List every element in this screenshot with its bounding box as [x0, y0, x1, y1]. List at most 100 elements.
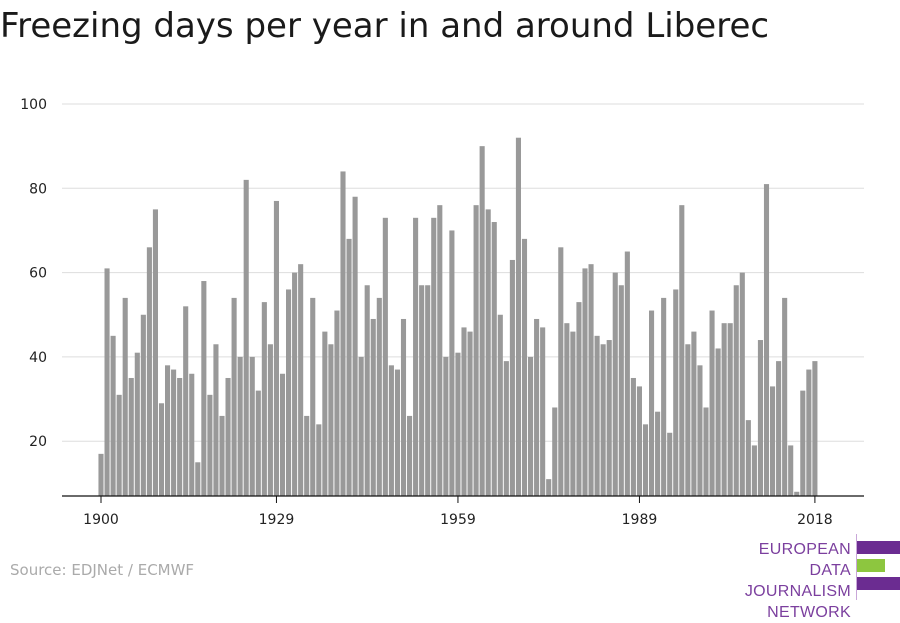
x-tick-label: 1900: [83, 512, 119, 528]
bar-1908: [146, 247, 152, 496]
bar-1910: [158, 403, 165, 496]
bar-1981: [588, 264, 594, 496]
logo-text: EUROPEAN DATA JOURNALISM NETWORK: [700, 539, 851, 623]
bar-1969: [515, 137, 521, 496]
bar-1960: [461, 327, 467, 496]
logo-line-3: NETWORK: [767, 604, 851, 621]
bar-1996: [679, 205, 685, 496]
bar-1942: [352, 196, 358, 497]
logo-bar-top: [857, 541, 900, 554]
bar-1963: [479, 146, 485, 496]
bar-1983: [600, 344, 606, 496]
bar-1933: [298, 264, 304, 496]
bar-1952: [413, 217, 419, 496]
bar-1911: [165, 365, 171, 496]
bar-1902: [110, 335, 116, 496]
bar-1967: [503, 361, 509, 496]
bar-1938: [328, 344, 334, 496]
bar-2002: [715, 348, 721, 496]
x-tick-label: 2018: [797, 512, 833, 528]
bar-2013: [782, 297, 788, 496]
bar-1939: [334, 310, 340, 496]
bar-2000: [703, 407, 709, 496]
bar-chart: 20 40 60 80 100 1900 1929 1959 1989 2018: [20, 97, 864, 528]
bar-1999: [697, 365, 703, 496]
bar-1903: [116, 394, 122, 496]
bar-2006: [739, 272, 745, 496]
bar-1979: [576, 302, 582, 496]
bar-1964: [485, 209, 491, 496]
bar-1915: [189, 373, 195, 496]
bar-1989: [636, 386, 642, 496]
bar-1932: [292, 272, 298, 496]
x-tick-label: 1959: [440, 512, 476, 528]
bar-1961: [467, 331, 473, 496]
bar-2016: [800, 390, 806, 496]
y-tick-label: 40: [29, 350, 47, 366]
y-tick-label: 60: [29, 266, 47, 282]
bar-1998: [691, 331, 697, 496]
bar-1947: [382, 217, 388, 496]
bar-1978: [570, 331, 576, 496]
bar-1917: [201, 281, 207, 496]
bar-1927: [261, 302, 267, 496]
bar-1988: [630, 377, 636, 496]
bar-1945: [370, 318, 376, 496]
bar-2009: [757, 340, 763, 496]
logo-bar-middle: [857, 559, 885, 572]
bar-1901: [104, 268, 110, 496]
bar-1934: [304, 415, 310, 496]
bar-1914: [183, 306, 189, 496]
bar-1923: [237, 356, 243, 496]
bar-2015: [794, 491, 800, 496]
bar-1962: [473, 205, 479, 496]
bar-1968: [509, 259, 515, 496]
bar-1954: [425, 285, 431, 496]
bar-1982: [594, 335, 600, 496]
y-tick-label: 100: [20, 97, 47, 113]
y-axis-tick-labels: 20 40 60 80 100: [20, 97, 47, 450]
bar-2005: [733, 285, 739, 496]
bar-1953: [419, 285, 425, 496]
source-note: Source: EDJNet / ECMWF: [10, 561, 195, 579]
logo-line-2: DATA JOURNALISM: [744, 562, 851, 600]
bar-1958: [449, 230, 455, 496]
bar-1955: [431, 217, 437, 496]
bar-1907: [140, 314, 146, 496]
bar-2014: [788, 445, 794, 496]
bar-2003: [721, 323, 727, 496]
bar-1997: [685, 344, 691, 496]
bar-series: [98, 137, 818, 497]
x-tick-label: 1929: [259, 512, 295, 528]
bar-2018: [812, 361, 818, 496]
bar-1966: [497, 314, 503, 496]
bar-1906: [134, 352, 140, 496]
bar-1995: [673, 289, 679, 496]
bar-1965: [491, 222, 497, 496]
bar-1994: [667, 432, 673, 496]
bar-1912: [171, 369, 177, 496]
bar-2012: [776, 361, 782, 496]
y-tick-label: 20: [29, 434, 47, 450]
bar-1905: [128, 377, 134, 496]
bar-1936: [316, 424, 322, 496]
bar-1987: [624, 251, 630, 496]
bar-1919: [213, 344, 219, 496]
bar-1977: [564, 323, 570, 496]
bar-1951: [407, 415, 413, 496]
bar-1976: [558, 247, 564, 496]
bar-1926: [255, 390, 261, 496]
bar-1920: [219, 415, 225, 496]
bar-1992: [655, 411, 661, 496]
bar-1986: [618, 285, 624, 496]
bar-1948: [388, 365, 394, 496]
logo-line-1: EUROPEAN: [758, 541, 851, 558]
bar-1949: [394, 369, 400, 496]
bar-2011: [770, 386, 776, 496]
bar-1974: [546, 479, 552, 496]
bar-1975: [552, 407, 558, 496]
bar-1959: [455, 352, 461, 496]
bar-1937: [322, 331, 328, 496]
bar-1943: [358, 356, 364, 496]
logo-separator: [856, 534, 857, 600]
